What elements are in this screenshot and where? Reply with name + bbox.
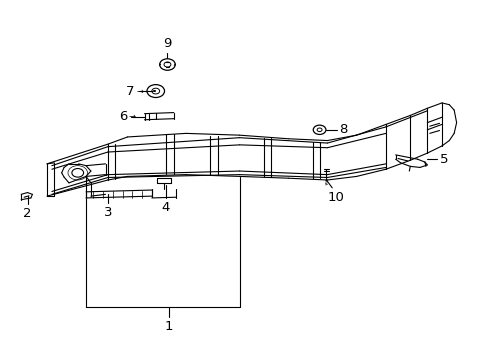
Text: 7: 7 bbox=[126, 85, 135, 98]
Text: 3: 3 bbox=[103, 206, 112, 219]
Text: →: → bbox=[128, 112, 136, 121]
Text: 4: 4 bbox=[161, 201, 169, 214]
Text: 6: 6 bbox=[119, 110, 127, 123]
Text: →: → bbox=[136, 86, 143, 95]
Text: 5: 5 bbox=[439, 153, 447, 166]
Text: 8: 8 bbox=[338, 123, 347, 136]
Text: 2: 2 bbox=[23, 207, 32, 220]
Text: 1: 1 bbox=[164, 320, 173, 333]
Text: 10: 10 bbox=[327, 191, 344, 204]
Text: 9: 9 bbox=[163, 37, 171, 50]
